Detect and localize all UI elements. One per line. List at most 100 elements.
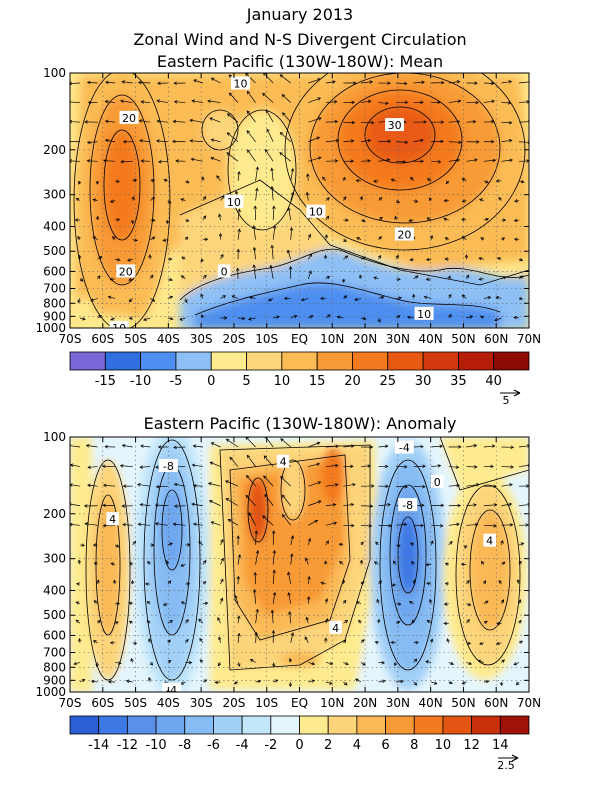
wind-vector bbox=[105, 81, 116, 84]
wind-vector-head bbox=[79, 278, 84, 282]
wind-vector bbox=[115, 662, 121, 664]
wind-vector bbox=[185, 639, 189, 644]
wind-vector-head bbox=[217, 662, 222, 667]
wind-vector-head bbox=[246, 110, 251, 115]
wind-vector-head bbox=[121, 444, 126, 448]
wind-vector-head bbox=[226, 152, 231, 156]
wind-vector-head bbox=[327, 314, 331, 318]
wind-vector-head bbox=[501, 561, 506, 566]
wind-vector-head bbox=[514, 199, 518, 203]
wind-vector-head bbox=[368, 524, 373, 528]
y-tick-label: 900 bbox=[43, 309, 66, 323]
contour-label: -4 bbox=[399, 442, 410, 455]
wind-vector-head bbox=[378, 197, 383, 201]
wind-vector bbox=[202, 215, 207, 221]
wind-vector bbox=[307, 576, 310, 585]
wind-vector-head bbox=[387, 139, 392, 144]
wind-vector bbox=[289, 611, 292, 624]
wind-vector bbox=[448, 523, 460, 526]
wind-vector-head bbox=[287, 249, 291, 254]
wind-vector-head bbox=[404, 100, 409, 105]
wind-vector-head bbox=[173, 482, 178, 487]
contour-label: 20 bbox=[122, 112, 136, 125]
wind-vector-head bbox=[305, 557, 309, 562]
wind-vector-head bbox=[341, 579, 346, 583]
wind-vector-head bbox=[291, 191, 295, 196]
wind-vector bbox=[466, 121, 476, 123]
wind-vector bbox=[140, 504, 151, 507]
colorbar-label: 20 bbox=[344, 374, 361, 389]
wind-vector bbox=[93, 640, 98, 644]
wind-vector-head bbox=[218, 213, 222, 218]
wind-vector-head bbox=[231, 295, 236, 299]
wind-vector-head bbox=[167, 639, 171, 644]
wind-vector bbox=[413, 139, 424, 143]
wind-vector bbox=[325, 101, 337, 103]
wind-vector bbox=[120, 465, 133, 467]
wind-vector-head bbox=[270, 167, 274, 172]
wind-vector bbox=[148, 677, 151, 683]
colorbar-swatch bbox=[499, 715, 530, 735]
colorbar-label: -2 bbox=[264, 738, 277, 753]
wind-vector bbox=[105, 120, 116, 123]
wind-vector-head bbox=[146, 601, 151, 605]
wind-vector-head bbox=[317, 78, 321, 82]
wind-vector-head bbox=[445, 180, 450, 184]
wind-vector-head bbox=[104, 445, 108, 449]
wind-vector-head bbox=[181, 256, 186, 260]
colorbar-swatch bbox=[104, 351, 142, 371]
wind-vector bbox=[426, 278, 432, 280]
wind-vector-head bbox=[430, 540, 434, 545]
wind-vector-head bbox=[84, 522, 88, 526]
wind-vector-head bbox=[482, 580, 486, 584]
wind-vector bbox=[122, 445, 133, 448]
colorbar-swatch bbox=[299, 715, 329, 735]
wind-vector-head bbox=[268, 298, 272, 302]
x-tick-label: 30S bbox=[190, 696, 213, 710]
wind-vector bbox=[501, 484, 513, 487]
contour-label-box bbox=[414, 306, 434, 320]
wind-vector-head bbox=[241, 316, 246, 321]
contour-label: -8 bbox=[163, 460, 174, 473]
wind-vector-head bbox=[345, 218, 349, 222]
wind-vector bbox=[248, 512, 256, 526]
wind-vector bbox=[87, 82, 98, 84]
wind-vector-head bbox=[351, 523, 355, 528]
wind-vector-head bbox=[92, 236, 97, 240]
wind-vector-head bbox=[288, 658, 293, 662]
wind-vector-head bbox=[186, 582, 191, 586]
wind-vector bbox=[208, 482, 221, 487]
wind-vector bbox=[325, 275, 330, 280]
contour-label-box bbox=[329, 620, 342, 634]
wind-vector bbox=[237, 229, 240, 240]
x-tick-label: 50S bbox=[124, 332, 147, 346]
colorbar-label: 2 bbox=[324, 738, 332, 753]
wind-vector-head bbox=[402, 160, 407, 164]
wind-vector bbox=[431, 504, 444, 507]
wind-vector bbox=[483, 524, 497, 527]
wind-vector-head bbox=[446, 638, 450, 642]
wind-vector-head bbox=[189, 118, 193, 123]
wind-vector bbox=[87, 484, 98, 487]
wind-vector-head bbox=[137, 80, 142, 85]
wind-vector-head bbox=[485, 217, 490, 222]
y-tick-label: 900 bbox=[43, 673, 66, 687]
wind-vector bbox=[304, 636, 309, 643]
wind-vector-head bbox=[235, 267, 240, 272]
wind-vector-head bbox=[409, 257, 414, 262]
wind-vector bbox=[103, 484, 116, 487]
wind-vector-head bbox=[92, 640, 97, 644]
wind-vector bbox=[360, 639, 365, 644]
wind-vector-head bbox=[493, 503, 498, 507]
wind-vector-head bbox=[373, 276, 377, 280]
x-tick-label: 20N bbox=[353, 332, 377, 346]
colorbar-label: 0 bbox=[295, 738, 303, 753]
wind-vector bbox=[209, 117, 221, 123]
wind-vector-head bbox=[74, 218, 79, 222]
wind-vector-head bbox=[317, 481, 322, 485]
wind-vector-head bbox=[140, 444, 144, 448]
wind-vector-head bbox=[86, 80, 91, 85]
colorbar-swatch bbox=[126, 715, 157, 735]
